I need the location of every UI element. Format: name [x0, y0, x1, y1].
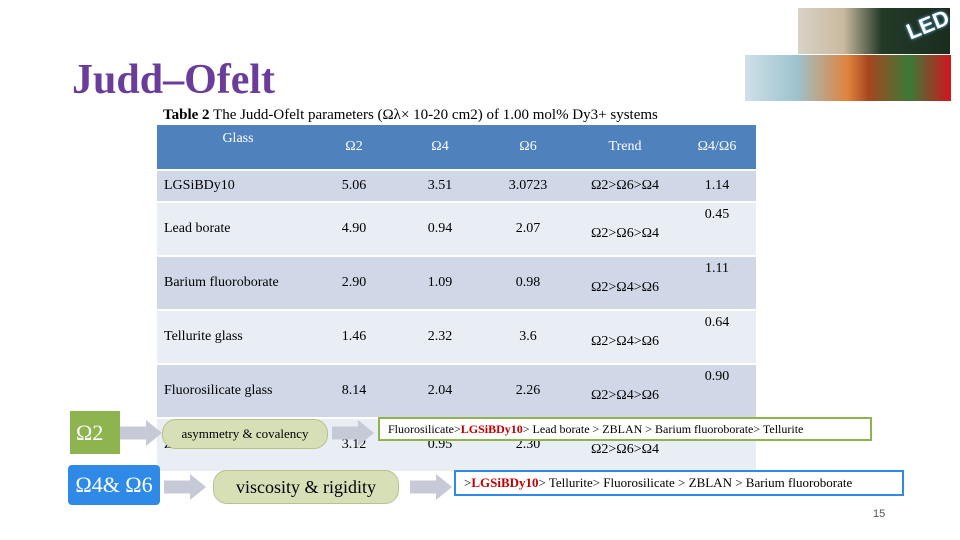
omega4-omega6-order-box: > LGSiBDy10 > Tellurite> Fluorosilicate … — [454, 470, 904, 496]
cell-omega4: 2.32 — [396, 310, 484, 365]
order-highlight: LGSiBDy10 — [471, 475, 539, 490]
omega2-order-box: Fluorosilicate> LGSiBDy10 > Lead borate … — [378, 417, 872, 441]
cell-ratio: 0.64 — [678, 310, 756, 365]
judd-ofelt-table: Glass Ω2 Ω4 Ω6 Trend Ω4/Ω6 LGSiBDy10 5.0… — [157, 125, 756, 473]
cell-omega4: 3.51 — [396, 170, 484, 203]
cell-glass: Fluorosilicate glass — [157, 364, 312, 419]
table-row: LGSiBDy10 5.06 3.51 3.0723 Ω2>Ω6>Ω4 1.14 — [157, 170, 756, 203]
led-photo-top — [798, 8, 950, 54]
cell-glass: Tellurite glass — [157, 310, 312, 365]
cell-omega2: 4.90 — [312, 202, 396, 257]
cell-omega4: 1.09 — [396, 256, 484, 311]
order-prefix: > — [464, 475, 472, 490]
cell-omega4: 0.94 — [396, 202, 484, 257]
arrow-right-icon — [120, 420, 162, 446]
cell-glass: LGSiBDy10 — [157, 170, 312, 203]
cell-omega6: 2.07 — [484, 202, 572, 257]
table-row: Barium fluoroborate 2.90 1.09 0.98 Ω2>Ω4… — [157, 256, 756, 311]
header-ratio: Ω4/Ω6 — [678, 125, 756, 171]
order-highlight: LGSiBDy10 — [460, 421, 523, 436]
table-header-row: Glass Ω2 Ω4 Ω6 Trend Ω4/Ω6 — [157, 125, 756, 171]
cell-omega6: 3.0723 — [484, 170, 572, 203]
table-caption: Table 2 The Judd-Ofelt parameters (Ωλ× 1… — [163, 107, 763, 125]
caption-text: The Judd-Ofelt parameters (Ωλ× 10-20 cm2… — [209, 107, 658, 123]
omega2-label-box: Ω2 — [70, 411, 120, 454]
header-trend: Trend — [572, 125, 678, 171]
cell-glass: Barium fluoroborate — [157, 256, 312, 311]
arrow-right-icon — [410, 474, 452, 500]
cell-ratio: 1.14 — [678, 170, 756, 203]
table-row: Fluorosilicate glass 8.14 2.04 2.26 Ω2>Ω… — [157, 364, 756, 419]
cell-trend: Ω2>Ω6>Ω4 — [572, 170, 678, 203]
header-omega6: Ω6 — [484, 125, 572, 171]
order-prefix: Fluorosilicate> — [388, 421, 461, 436]
order-suffix: > Tellurite> Fluorosilicate > ZBLAN > Ba… — [538, 475, 853, 490]
cell-trend: Ω2>Ω4>Ω6 — [572, 256, 678, 311]
order-suffix: > Lead borate > ZBLAN > Barium fluorobor… — [522, 421, 804, 436]
header-glass: Glass — [157, 125, 312, 171]
table-row: Lead borate 4.90 0.94 2.07 Ω2>Ω6>Ω4 0.45 — [157, 202, 756, 257]
cell-ratio: 0.45 — [678, 202, 756, 257]
header-omega4: Ω4 — [396, 125, 484, 171]
cell-omega2: 1.46 — [312, 310, 396, 365]
header-omega2: Ω2 — [312, 125, 396, 171]
cell-omega6: 3.6 — [484, 310, 572, 365]
arrow-right-icon — [164, 474, 206, 500]
cell-trend: Ω2>Ω4>Ω6 — [572, 364, 678, 419]
slide-title: Judd–Ofelt — [72, 57, 276, 103]
glass-photo-strip — [745, 55, 951, 101]
cell-ratio: 1.11 — [678, 256, 756, 311]
cell-trend: Ω2>Ω6>Ω4 — [572, 202, 678, 257]
cell-omega6: 0.98 — [484, 256, 572, 311]
cell-omega2: 2.90 — [312, 256, 396, 311]
property-viscosity-pill: viscosity & rigidity — [213, 470, 399, 504]
cell-glass: Lead borate — [157, 202, 312, 257]
page-number: 15 — [873, 508, 886, 520]
cell-ratio: 0.90 — [678, 364, 756, 419]
cell-omega6: 2.26 — [484, 364, 572, 419]
cell-omega4: 2.04 — [396, 364, 484, 419]
cell-omega2: 8.14 — [312, 364, 396, 419]
caption-bold: Table 2 — [163, 107, 210, 123]
property-asymmetry-pill: asymmetry & covalency — [162, 419, 328, 449]
omega4-omega6-label-box: Ω4& Ω6 — [68, 465, 160, 505]
cell-omega2: 5.06 — [312, 170, 396, 203]
table-row: Tellurite glass 1.46 2.32 3.6 Ω2>Ω4>Ω6 0… — [157, 310, 756, 365]
cell-trend: Ω2>Ω4>Ω6 — [572, 310, 678, 365]
